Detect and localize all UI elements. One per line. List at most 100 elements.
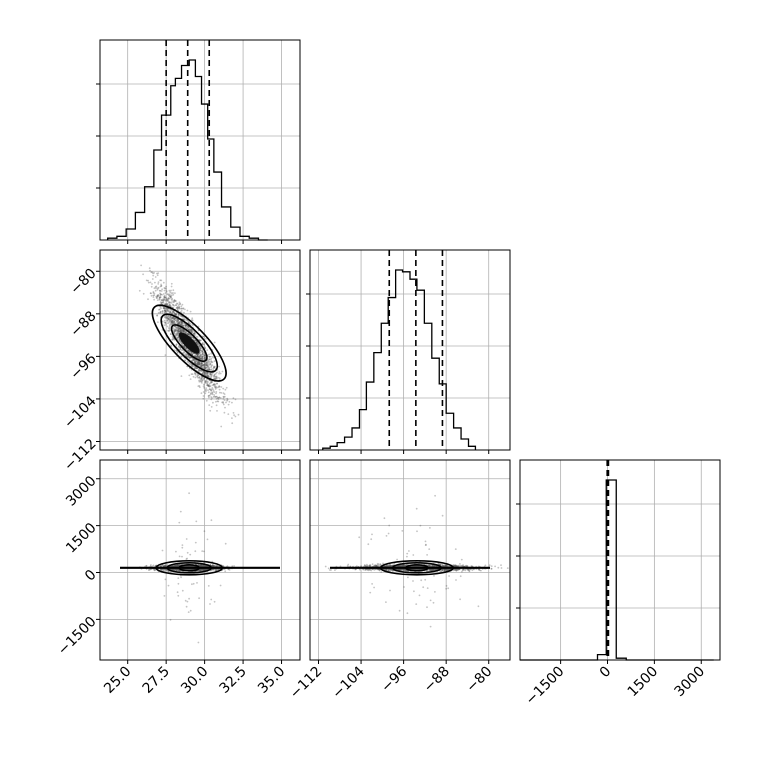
sample-point	[218, 372, 221, 375]
sample-point	[165, 285, 168, 288]
sample-point	[152, 274, 155, 277]
sample-point	[181, 307, 183, 310]
sample-point	[212, 366, 215, 369]
sample-point	[193, 367, 196, 370]
sample-point	[196, 367, 199, 370]
sample-point	[204, 368, 206, 370]
sample-point	[196, 362, 199, 365]
sample-point	[176, 351, 179, 354]
sample-point	[213, 366, 216, 369]
sample-point	[191, 329, 194, 332]
sample-point	[210, 406, 213, 408]
sample-point	[174, 292, 176, 294]
sample-point	[203, 387, 206, 389]
sample-point	[412, 554, 415, 556]
sample-point	[211, 381, 214, 383]
sample-point	[190, 352, 193, 355]
sample-point	[178, 306, 181, 308]
sample-point	[198, 376, 201, 379]
sample-point	[215, 395, 218, 398]
sample-point	[184, 359, 187, 361]
sample-point	[161, 301, 164, 304]
sample-point	[210, 352, 213, 355]
sample-point	[208, 385, 211, 388]
sample-point	[169, 301, 172, 304]
sample-point	[170, 317, 173, 320]
sample-point	[199, 347, 202, 350]
sample-point	[167, 310, 169, 312]
sample-point	[191, 331, 194, 333]
sample-point	[153, 294, 156, 297]
sample-point	[208, 394, 211, 397]
sample-point	[167, 570, 170, 573]
sample-point	[179, 327, 181, 330]
sample-point	[454, 548, 457, 550]
sample-point	[187, 328, 190, 331]
sample-point	[173, 349, 176, 351]
sample-point	[198, 380, 201, 383]
sample-point	[224, 570, 227, 573]
sample-point	[204, 371, 207, 374]
sample-point	[156, 299, 159, 301]
sample-point	[171, 316, 174, 319]
sample-point	[213, 395, 216, 398]
sample-point	[180, 315, 183, 318]
sample-point	[168, 289, 171, 292]
sample-point	[203, 366, 206, 368]
sample-point	[171, 298, 174, 300]
sample-point	[200, 370, 203, 373]
sample-point	[225, 386, 228, 389]
sample-point	[197, 641, 200, 644]
sample-point	[170, 320, 173, 323]
sample-point	[202, 391, 205, 393]
sample-point	[200, 362, 203, 365]
sample-point	[202, 364, 205, 367]
sample-point	[190, 373, 193, 375]
sample-point	[210, 357, 213, 360]
sample-point	[213, 373, 216, 376]
sample-point	[153, 298, 156, 301]
sample-point	[169, 304, 172, 307]
sample-point	[217, 400, 220, 403]
sample-point	[172, 289, 175, 292]
sample-point	[233, 414, 236, 416]
sample-point	[215, 397, 218, 400]
sample-point	[460, 558, 463, 561]
sample-point	[197, 377, 200, 379]
sample-point	[177, 333, 180, 335]
sample-point	[158, 308, 161, 311]
sample-point	[426, 587, 429, 589]
sample-point	[180, 321, 183, 324]
sample-point	[215, 375, 218, 378]
sample-point	[192, 337, 195, 340]
sample-point	[150, 271, 153, 274]
sample-point	[324, 565, 327, 568]
sample-point	[163, 595, 166, 597]
sample-point	[149, 292, 152, 294]
sample-point	[198, 597, 201, 600]
sample-point	[208, 368, 210, 371]
sample-point	[202, 383, 205, 386]
sample-point	[191, 366, 194, 368]
sample-point	[176, 306, 179, 309]
sample-point	[170, 302, 173, 304]
sample-point	[187, 333, 190, 336]
sample-point	[184, 353, 187, 355]
sample-point	[169, 316, 172, 318]
sample-point	[191, 359, 193, 362]
sample-point	[228, 569, 231, 571]
sample-point	[215, 392, 217, 395]
sample-point	[202, 385, 205, 388]
sample-point	[196, 360, 198, 362]
sample-point	[147, 298, 149, 301]
sample-point	[170, 344, 172, 347]
sample-point	[200, 339, 202, 342]
histogram-1	[322, 269, 477, 450]
sample-point	[176, 305, 179, 308]
sample-point	[213, 383, 215, 386]
sample-point	[187, 333, 190, 336]
sample-point	[214, 396, 217, 398]
sample-point	[157, 321, 159, 324]
sample-point	[156, 295, 159, 298]
